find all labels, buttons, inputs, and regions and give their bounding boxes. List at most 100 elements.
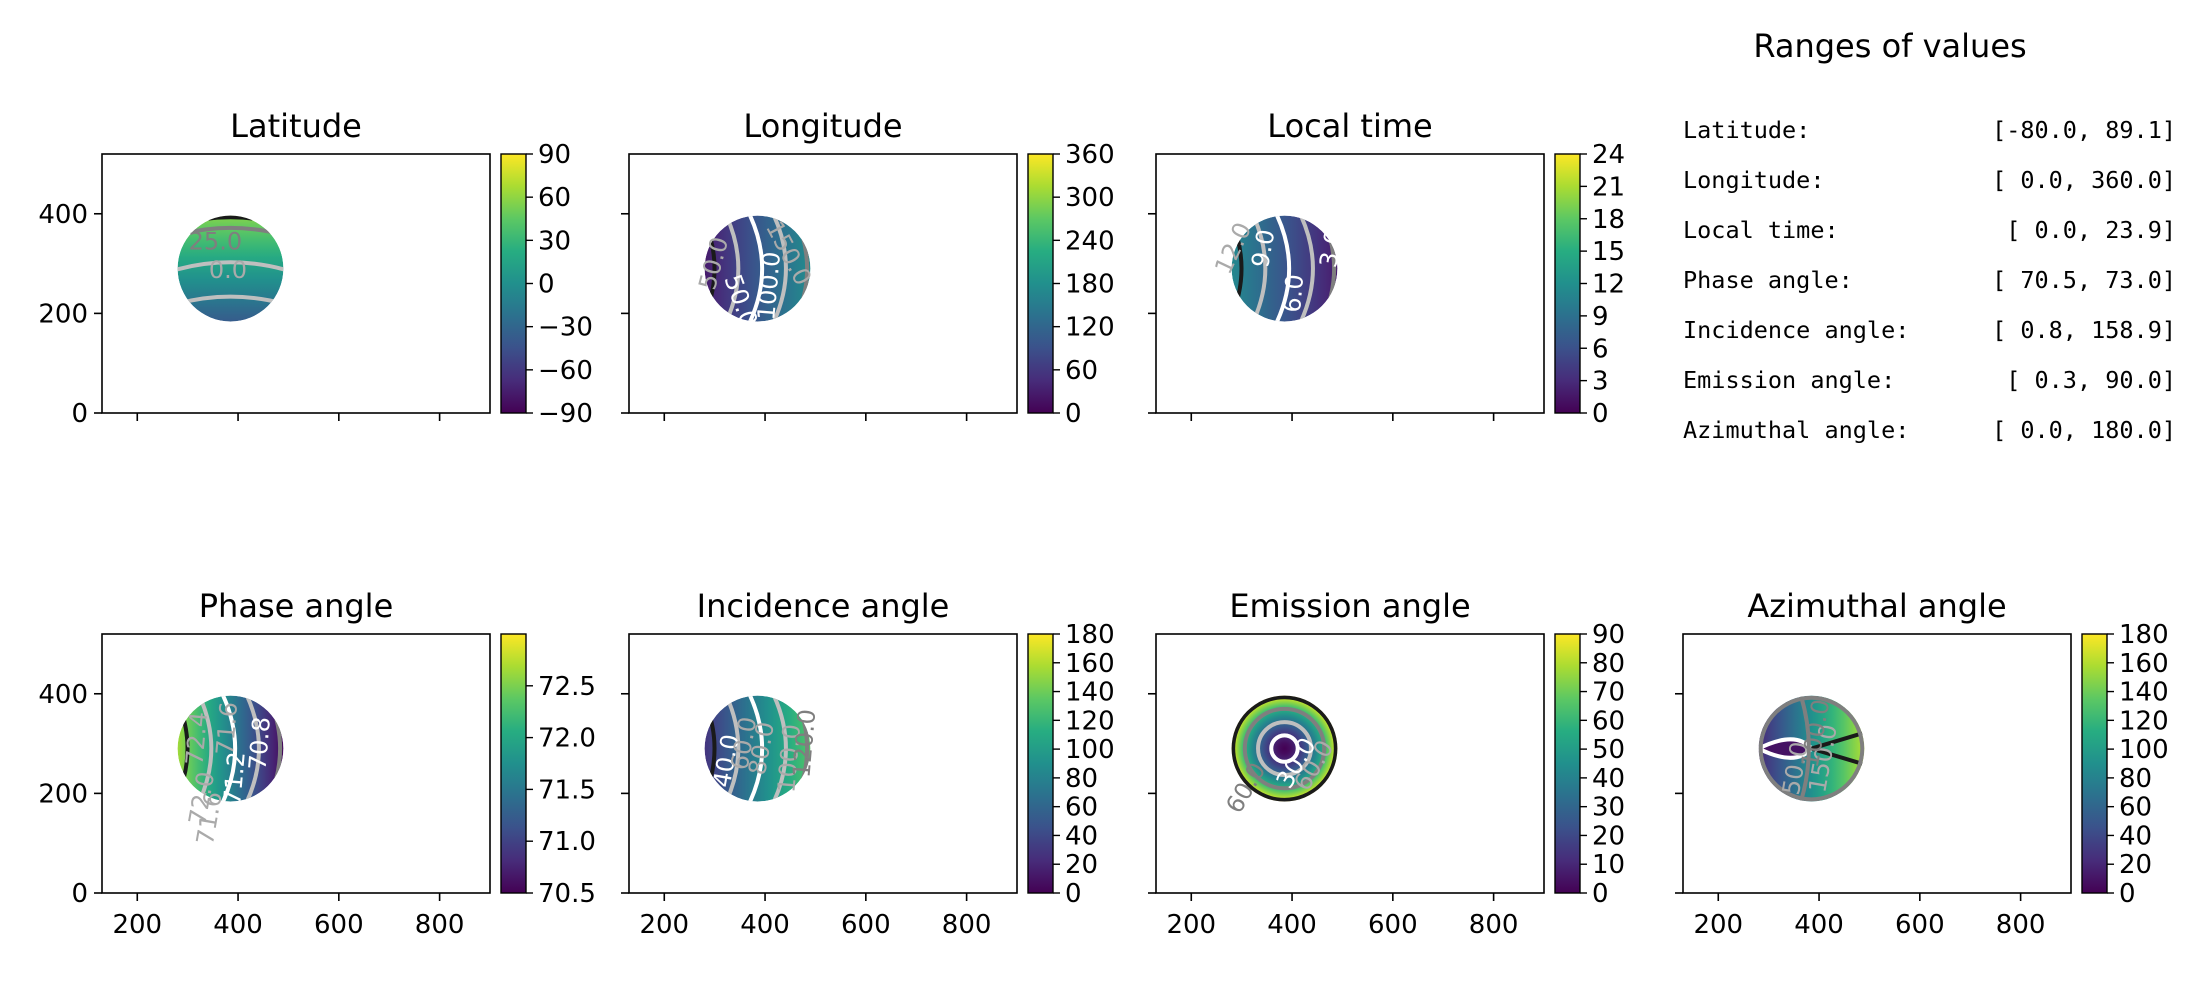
colorbar-tick-label: 0 [538,270,555,300]
subplot-title: Azimuthal angle [1747,587,2006,625]
range-value: [-80.0, 89.1] [1992,116,2176,144]
colorbar-tick-label: 100 [1065,735,1115,765]
contour-line [724,695,741,802]
colorbar-lat: 90 60 30 0 −30 −60 −90 [500,140,593,429]
subplot-title: Local time [1267,107,1432,145]
colorbar-tick-label: 120 [2119,706,2169,736]
range-label: Longitude: [1683,166,1824,194]
colorbar-tick-label: 20 [1592,821,1625,851]
colorbar-tick-label: 180 [2119,620,2169,650]
colorbar-tick-label: 71.5 [538,775,596,805]
colorbar-tick-label: 360 [1065,140,1115,170]
colorbar-tick-label: 30 [1592,793,1625,823]
contour-line [1810,746,1865,767]
contour-line [748,215,765,322]
range-value: [ 0.0, 360.0] [1992,166,2176,194]
colorbar-tick-label: 72.5 [538,672,596,702]
y-tick-label: 0 [71,879,88,909]
contour-line [1269,733,1300,764]
contour-line [177,260,284,272]
colorbar-bar [500,153,527,414]
axes-frame [1682,633,2072,894]
colorbar-tick-label: 6 [1592,334,1609,364]
colorbar-tick-label: 70.5 [538,879,596,909]
colorbar-bar [1554,153,1581,414]
contour-label: 6.0 [1278,273,1309,313]
colorbar-tick-label: 3 [1592,367,1609,397]
colorbar-tick-label: 160 [1065,649,1115,679]
colorbar-tick-label: 100 [2119,735,2169,765]
colorbar-tick-label: 40 [2119,821,2152,851]
x-tick-label: 600 [1368,910,1418,940]
contour-line [245,695,261,802]
y-tick-label: 0 [71,399,88,429]
ranges-panel: Ranges of values Latitude: [-80.0, 89.1] L… [1683,27,2176,444]
colorbar-tick-label: 21 [1592,172,1625,202]
y-tick-label: 400 [38,680,88,710]
contour-line [748,695,765,802]
x-tick-label: 400 [1794,910,1844,940]
x-tick-label: 400 [740,910,790,940]
colorbar-tick-label: 40 [1065,821,1098,851]
colorbar-tick-label: −60 [538,356,593,386]
y-tick-label: 200 [38,299,88,329]
contour-line [177,294,284,306]
axes-frame [1155,633,1545,894]
subplot-title: Phase angle [199,587,394,625]
range-value: [ 0.8, 158.9] [1992,316,2176,344]
contour-line [1231,695,1338,802]
colorbar-tick-label: 40 [1592,764,1625,794]
colorbar-tick-label: 90 [538,140,571,170]
colorbar-tick-label: 60 [2119,793,2152,823]
colorbar-lon: 360 300 240 180 120 60 0 [1027,140,1115,429]
x-tick-label: 200 [1693,910,1743,940]
colorbar-tick-label: 180 [1065,270,1115,300]
contour-line [1275,215,1292,322]
contour-label: 100.0 [752,250,786,321]
contour-line [1758,737,1815,760]
disk-fill [1231,695,1338,802]
contour-line [197,695,214,802]
contour-label: 0.0 [209,256,247,284]
subplot-title: Incidence angle [697,587,950,625]
contour-line [1758,695,1865,802]
range-label: Latitude: [1683,116,1810,144]
subplot-lat: Latitude 25.00.0 0 200 400 90 60 30 0 −30 −60 −90 [38,107,593,429]
contour-line [1251,215,1268,322]
range-label: Local time: [1683,216,1839,244]
colorbar-tick-label: 0 [1065,879,1082,909]
range-label: Phase angle: [1683,266,1853,294]
colorbar-bar [1554,633,1581,894]
contour-line [1798,695,1811,802]
subplot-title: Longitude [743,107,902,145]
colorbar-tick-label: 140 [2119,678,2169,708]
x-tick-label: 800 [1469,910,1519,940]
colorbar-tick-label: 80 [1592,649,1625,679]
colorbar-bar [1027,633,1054,894]
colorbar-tick-label: 80 [2119,764,2152,794]
contour-label: 3.0 [1314,227,1348,269]
range-value: [ 70.5, 73.0] [1992,266,2176,294]
contour-line [1299,215,1315,322]
contour-label: 100.0 [772,723,806,794]
colorbar-tick-label: 20 [1065,850,1098,880]
x-tick-label: 800 [942,910,992,940]
y-tick-label: 400 [38,200,88,230]
y-tick-label: 200 [38,779,88,809]
colorbar-tick-label: 0 [1592,399,1609,429]
subplot-inc: Incidence angle40.060.080.0100.0120.0200… [621,587,1115,940]
colorbar-tick-label: 60 [538,183,571,213]
axes-frame [1155,153,1545,414]
contour-label: 71.2 [218,751,251,807]
colorbar-tick-label: 60 [1592,706,1625,736]
colorbar-tick-label: 120 [1065,313,1115,343]
colorbar-bar [2081,633,2108,894]
colorbar-bar [500,633,527,894]
colorbar-tick-label: 60 [1065,793,1098,823]
contour-label: 9.0 [1246,227,1280,269]
